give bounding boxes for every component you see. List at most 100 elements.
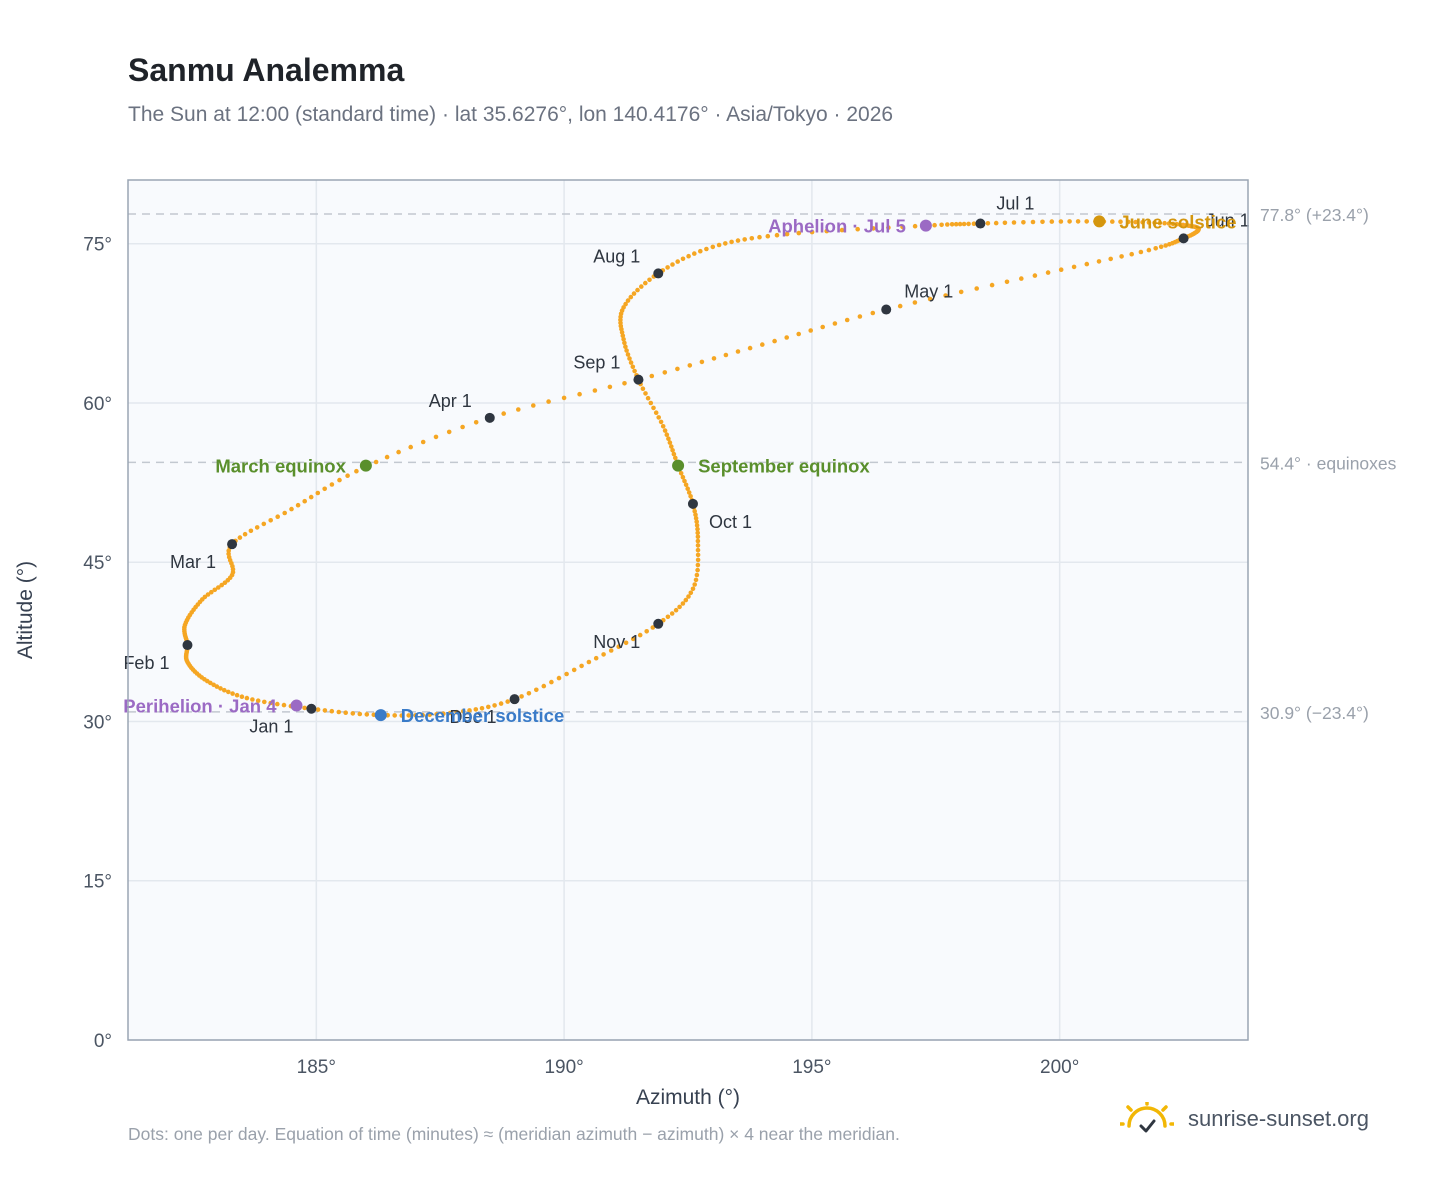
daily-dot	[927, 296, 933, 302]
daily-dot	[630, 364, 636, 370]
daily-dot	[692, 582, 697, 587]
chart-title: Sanmu Analemma	[128, 52, 405, 88]
daily-dot	[680, 601, 686, 606]
daily-dot	[209, 589, 214, 595]
daily-dot	[993, 220, 999, 226]
plot-frame	[127, 179, 1249, 1041]
daily-dot	[586, 659, 592, 665]
daily-dot	[492, 703, 497, 708]
daily-dot	[1163, 243, 1168, 248]
daily-dot	[1058, 219, 1064, 224]
daily-dot	[357, 711, 363, 717]
daily-dot	[735, 238, 741, 243]
daily-dot	[577, 391, 582, 397]
daily-dot	[302, 498, 308, 504]
daily-dot	[534, 687, 539, 693]
daily-dot	[498, 701, 504, 706]
month-marker	[633, 374, 644, 385]
daily-dot	[623, 640, 629, 646]
daily-dot	[665, 614, 671, 620]
daily-dot	[479, 706, 485, 711]
daily-dot	[886, 225, 891, 230]
daily-dot	[336, 709, 342, 715]
daily-dot	[662, 428, 668, 433]
daily-dot	[248, 528, 254, 534]
daily-dot	[710, 244, 716, 250]
daily-dot	[624, 348, 629, 353]
daily-dot	[226, 551, 231, 557]
daily-dot	[912, 300, 918, 305]
brand[interactable]: sunrise-sunset.org	[1120, 1102, 1369, 1136]
daily-dot	[645, 395, 651, 401]
daily-dot	[202, 594, 208, 600]
x-tick-label: 190°	[544, 1057, 583, 1078]
daily-dot	[1126, 219, 1131, 225]
daily-dot	[1146, 220, 1152, 225]
event-label: March equinox	[215, 456, 346, 477]
daily-dot	[226, 689, 231, 695]
daily-dot	[622, 381, 627, 386]
daily-dot	[695, 552, 701, 558]
month-marker	[653, 618, 664, 629]
event-marker	[374, 709, 387, 722]
month-marker	[306, 703, 317, 714]
chart-subtitle: The Sun at 12:00 (standard time) · lat 3…	[128, 103, 894, 126]
month-marker	[687, 498, 698, 509]
daily-dot	[322, 708, 328, 713]
daily-dot	[682, 478, 687, 484]
daily-dot	[427, 712, 433, 718]
daily-dot	[345, 473, 350, 479]
daily-dot	[939, 222, 944, 228]
month-marker-label: Dec 1	[450, 707, 497, 727]
daily-dot	[205, 592, 211, 597]
month-marker	[881, 304, 892, 315]
daily-dot	[1075, 219, 1081, 224]
event-marker	[672, 459, 685, 472]
daily-dot	[808, 328, 813, 333]
daily-dot	[796, 230, 802, 236]
daily-dot	[695, 534, 701, 540]
daily-dot	[686, 490, 692, 495]
daily-dot	[628, 360, 634, 365]
daily-dot	[222, 687, 227, 693]
daily-dot	[275, 701, 280, 707]
daily-dot	[644, 629, 649, 634]
daily-dot	[1140, 220, 1145, 225]
daily-dot	[695, 543, 701, 548]
daily-dot	[218, 686, 223, 691]
daily-dot	[949, 222, 955, 227]
daily-dot	[680, 256, 686, 262]
month-marker-label: Apr 1	[429, 391, 472, 411]
daily-dot	[688, 590, 694, 596]
daily-dot	[635, 287, 640, 293]
grid	[128, 180, 1248, 1041]
daily-dot	[1166, 221, 1172, 226]
daily-dot	[695, 538, 701, 544]
daily-dot	[234, 692, 240, 698]
daily-dot	[1162, 220, 1167, 226]
daily-dot	[350, 711, 356, 716]
daily-dot	[796, 331, 801, 337]
month-marker	[1178, 233, 1189, 244]
daily-dot	[678, 471, 684, 476]
daily-dot	[354, 468, 359, 474]
daily-dot	[695, 530, 700, 536]
daily-dot	[650, 625, 656, 630]
daily-dot	[666, 436, 671, 442]
daily-dot	[454, 709, 460, 715]
daily-dot	[1071, 264, 1077, 270]
daily-dot	[640, 386, 646, 392]
daily-dot	[784, 335, 789, 340]
month-marker	[484, 412, 495, 423]
daily-dot	[408, 444, 414, 450]
brand-name: sunrise-sunset.org	[1188, 1106, 1369, 1131]
daily-dot	[820, 324, 825, 330]
daily-dot	[625, 352, 631, 357]
daily-dot	[1084, 261, 1090, 267]
daily-dot	[1118, 219, 1123, 224]
event-label: September equinox	[698, 456, 870, 477]
daily-dot	[505, 699, 511, 704]
daily-dot	[683, 597, 689, 603]
daily-dot	[607, 384, 613, 390]
daily-dot	[1110, 219, 1115, 224]
